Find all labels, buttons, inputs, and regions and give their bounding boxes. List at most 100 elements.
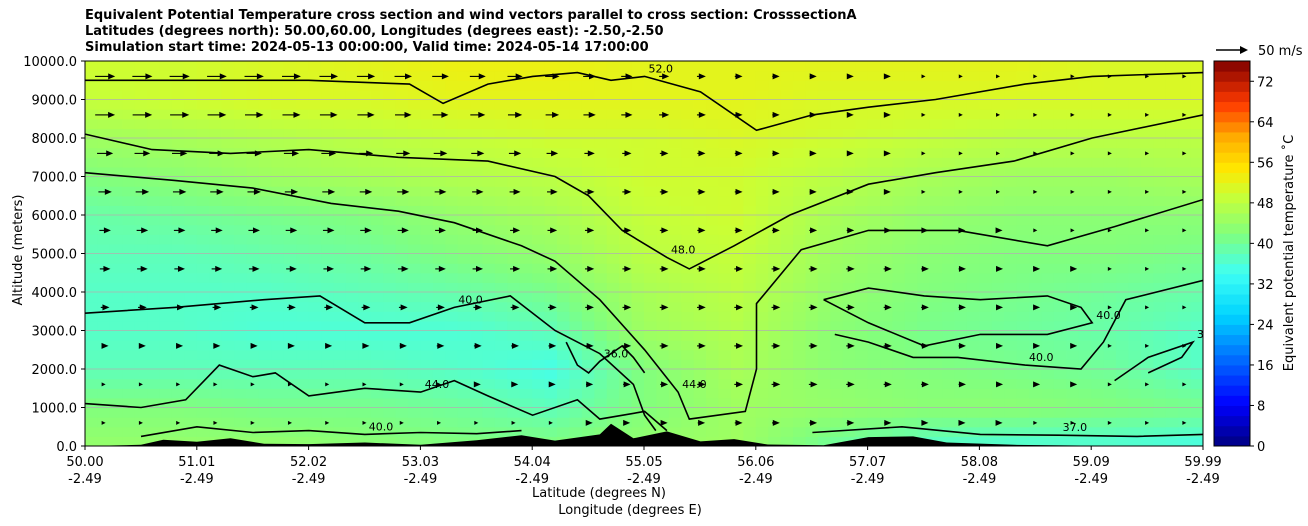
field-cell [97, 330, 111, 341]
field-cell [383, 378, 397, 389]
field-cell [904, 80, 918, 91]
field-cell [569, 301, 583, 312]
field-cell [817, 417, 831, 428]
field-cell [557, 301, 571, 312]
field-cell [159, 320, 173, 332]
field-cell [656, 349, 670, 360]
wind-arrowhead [884, 342, 892, 349]
wind-arrowhead [477, 150, 485, 157]
field-cell [1153, 89, 1167, 101]
field-cell [606, 205, 620, 216]
field-cell [159, 340, 173, 351]
field-cell [569, 205, 583, 216]
field-cell [1091, 417, 1105, 428]
field-cell [817, 176, 831, 187]
field-cell [507, 369, 521, 380]
field-cell [1178, 320, 1192, 332]
field-cell [308, 176, 322, 187]
field-cell [817, 109, 831, 120]
field-cell [234, 369, 248, 380]
wind-arrowhead [511, 342, 519, 349]
field-cell [793, 340, 807, 351]
field-cell [159, 263, 173, 274]
field-cell [97, 253, 111, 264]
field-cell [345, 436, 359, 446]
field-cell [1029, 215, 1043, 226]
field-cell [842, 243, 856, 255]
field-cell [954, 388, 968, 399]
field-cell [171, 349, 185, 360]
field-cell [768, 282, 782, 293]
field-cell [134, 243, 148, 255]
field-cell [246, 109, 260, 120]
field-cell [532, 215, 546, 226]
field-cell [594, 292, 608, 303]
field-cell [507, 205, 521, 216]
field-cell [1153, 253, 1167, 264]
field-cell [693, 253, 707, 264]
field-cell [420, 186, 434, 197]
wind-arrowhead [108, 111, 116, 118]
field-cell [1178, 436, 1192, 446]
field-cell [544, 61, 558, 72]
field-cell [581, 369, 595, 380]
field-cell [569, 369, 583, 380]
field-cell [1004, 426, 1018, 437]
field-cell [1053, 128, 1067, 139]
field-cell [1140, 128, 1154, 139]
field-cell [867, 234, 881, 245]
field-cell [519, 176, 533, 187]
x-tick-label-lon: -2.49 [292, 472, 326, 487]
y-tick-label: 4000.0 [32, 286, 78, 301]
field-cell [221, 272, 235, 283]
x-tick-label-lat: 56.06 [737, 455, 774, 470]
field-cell [470, 80, 484, 91]
field-cell [358, 369, 372, 380]
field-cell [606, 330, 620, 341]
contour-line [85, 364, 668, 432]
field-cell [1153, 369, 1167, 380]
field-cell [271, 311, 285, 322]
field-cell [1116, 205, 1130, 216]
field-cell [407, 359, 421, 370]
field-cell [569, 176, 583, 187]
field-cell [1078, 436, 1092, 446]
field-cell [892, 205, 906, 216]
field-cell [345, 205, 359, 216]
field-cell [917, 128, 931, 139]
field-cell [979, 186, 993, 197]
field-cell [1091, 311, 1105, 322]
field-cell [1128, 70, 1142, 81]
wind-arrowhead [102, 304, 110, 311]
field-cell [1016, 263, 1030, 274]
field-cell [693, 89, 707, 101]
field-cell [718, 70, 732, 81]
field-cell [594, 99, 608, 110]
field-cell [308, 426, 322, 437]
field-cell [470, 195, 484, 206]
field-cell [1140, 205, 1154, 216]
field-cell [631, 157, 645, 168]
field-cell [942, 272, 956, 283]
field-cell [246, 359, 260, 370]
field-cell [855, 80, 869, 91]
field-cell [407, 215, 421, 226]
field-cell [196, 282, 210, 293]
field-cell [1041, 176, 1055, 187]
field-cell [1103, 253, 1117, 264]
field-cell [296, 320, 310, 332]
field-cell [258, 166, 272, 178]
field-cell [793, 176, 807, 187]
field-cell [184, 292, 198, 303]
field-cell [606, 166, 620, 178]
field-cell [482, 330, 496, 341]
field-cell [793, 157, 807, 168]
field-cell [693, 272, 707, 283]
field-cell [482, 166, 496, 178]
field-cell [109, 176, 123, 187]
field-cell [532, 417, 546, 428]
field-cell [1103, 205, 1117, 216]
field-cell [619, 397, 633, 409]
field-cell [1016, 195, 1030, 206]
field-cell [445, 417, 459, 428]
